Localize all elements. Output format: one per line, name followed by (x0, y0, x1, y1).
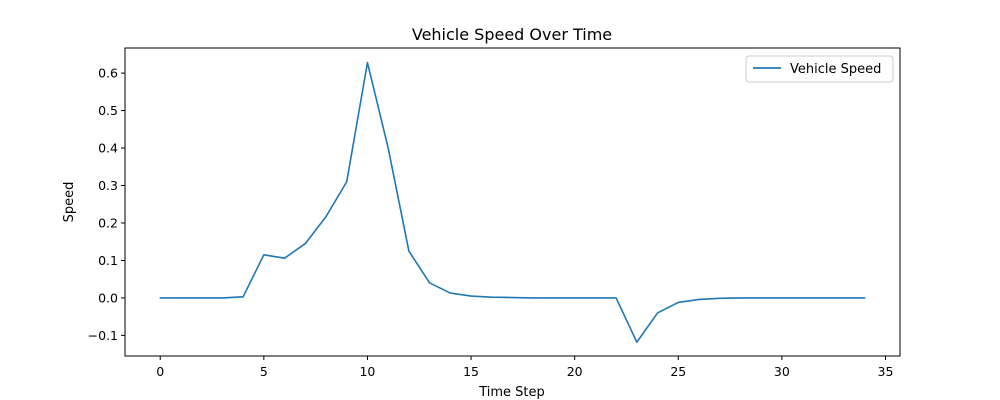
y-tick-label: 0.5 (98, 103, 118, 118)
plot-frame (124, 47, 901, 357)
y-axis: −0.1 0.0 0.1 0.2 0.3 0.4 0.5 0.6 (88, 66, 125, 343)
y-tick-label: 0.6 (98, 66, 118, 81)
legend: Vehicle Speed (745, 55, 894, 83)
series-layer (159, 61, 866, 343)
x-axis-label: Time Step (478, 385, 545, 400)
y-tick-label: 0.1 (98, 253, 118, 268)
series-line-vehicle-speed (159, 61, 866, 343)
plot-area (124, 47, 901, 357)
x-axis: 0 5 10 15 20 25 30 35 (156, 356, 893, 379)
y-tick-label: −0.1 (88, 328, 118, 343)
y-tick-label: 0.0 (98, 290, 118, 305)
y-tick-label: 0.4 (98, 141, 118, 156)
y-tick-label: 0.3 (98, 178, 118, 193)
x-tick-label: 25 (670, 364, 686, 379)
legend-label-vehicle-speed: Vehicle Speed (790, 62, 881, 77)
x-tick-label: 5 (260, 364, 268, 379)
y-axis-label: Speed (62, 182, 77, 223)
chart-title: Vehicle Speed Over Time (412, 25, 612, 44)
x-tick-label: 20 (567, 364, 583, 379)
x-tick-label: 0 (156, 364, 164, 379)
x-tick-label: 35 (878, 364, 894, 379)
x-tick-label: 30 (774, 364, 790, 379)
x-tick-label: 10 (359, 364, 375, 379)
x-tick-label: 15 (463, 364, 479, 379)
legend-frame (745, 55, 894, 83)
y-tick-label: 0.2 (98, 215, 118, 230)
